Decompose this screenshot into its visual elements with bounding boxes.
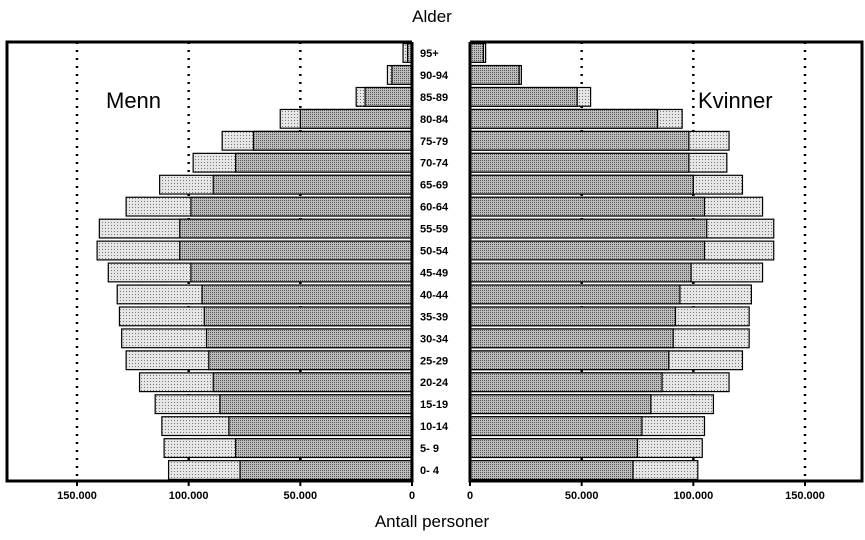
bar-kvinner-inner-1 bbox=[469, 438, 639, 459]
bar-kvinner-inner-9 bbox=[469, 262, 692, 283]
bar-menn-inner-11 bbox=[179, 218, 413, 239]
bar-menn-inner-16 bbox=[299, 108, 413, 129]
age-label-19: 95+ bbox=[420, 48, 439, 60]
tick-label-left-150000: 150.000 bbox=[57, 490, 97, 502]
bar-kvinner-inner-14 bbox=[469, 152, 690, 173]
left-series-label: Menn bbox=[106, 88, 161, 113]
age-labels: 0- 4 5- 9 10-14 15-19 20-24 25-29 30-34 35-39 40… bbox=[420, 48, 449, 477]
bar-menn-inner-8 bbox=[201, 284, 413, 305]
tick-label-right-50000: 50.000 bbox=[565, 490, 599, 502]
bar-kvinner-inner-11 bbox=[469, 218, 708, 239]
bar-kvinner-inner-13 bbox=[469, 174, 694, 195]
bar-kvinner-inner-16 bbox=[469, 108, 659, 129]
bar-kvinner-inner-0 bbox=[469, 460, 634, 480]
tick-label-left-50000: 50.000 bbox=[284, 490, 318, 502]
bar-menn-inner-12 bbox=[190, 196, 413, 217]
bar-menn-inner-15 bbox=[252, 130, 413, 151]
age-label-17: 85-89 bbox=[420, 92, 448, 104]
x-axis-label: Antall personer bbox=[375, 512, 490, 531]
tick-labels: 0 0 50.000 50.000 100.000 100.000 150.000 150.0… bbox=[57, 481, 825, 502]
bars bbox=[96, 42, 775, 480]
bar-menn-inner-4 bbox=[212, 372, 413, 393]
bar-menn-inner-3 bbox=[219, 394, 413, 415]
bar-menn-inner-0 bbox=[239, 460, 413, 480]
bar-menn-inner-2 bbox=[228, 416, 413, 437]
bar-kvinner-inner-8 bbox=[469, 284, 681, 305]
tick-label-left-100000: 100.000 bbox=[169, 490, 209, 502]
age-label-1: 5- 9 bbox=[420, 443, 439, 455]
age-label-5: 25-29 bbox=[420, 355, 448, 367]
age-label-7: 35-39 bbox=[420, 311, 448, 323]
bar-kvinner-inner-19 bbox=[469, 42, 484, 63]
age-label-14: 70-74 bbox=[420, 158, 449, 170]
bar-kvinner-inner-3 bbox=[469, 394, 652, 415]
gridlines bbox=[75, 42, 807, 481]
bar-menn-inner-10 bbox=[179, 240, 413, 261]
age-label-10: 50-54 bbox=[420, 246, 449, 258]
bar-kvinner-inner-18 bbox=[469, 64, 520, 85]
right-panel-frame bbox=[468, 40, 864, 483]
tick-label-right-0: 0 bbox=[467, 490, 473, 502]
tick-label-right-150000: 150.000 bbox=[785, 490, 825, 502]
bar-menn-inner-9 bbox=[190, 262, 413, 283]
bar-kvinner-inner-15 bbox=[469, 130, 690, 151]
age-label-6: 30-34 bbox=[420, 333, 449, 345]
bar-kvinner-inner-12 bbox=[469, 196, 706, 217]
age-label-9: 45-49 bbox=[420, 267, 448, 279]
age-label-3: 15-19 bbox=[420, 399, 448, 411]
age-label-4: 20-24 bbox=[420, 377, 449, 389]
age-label-12: 60-64 bbox=[420, 202, 449, 214]
bar-kvinner-inner-2 bbox=[469, 416, 643, 437]
age-label-8: 40-44 bbox=[420, 289, 449, 301]
bar-kvinner-inner-5 bbox=[469, 350, 670, 371]
bar-menn-inner-14 bbox=[234, 152, 413, 173]
bar-kvinner-inner-4 bbox=[469, 372, 663, 393]
age-label-15: 75-79 bbox=[420, 136, 448, 148]
age-label-2: 10-14 bbox=[420, 421, 449, 433]
age-label-18: 90-94 bbox=[420, 70, 449, 82]
bar-menn-inner-6 bbox=[205, 328, 413, 349]
chart-title: Alder bbox=[412, 7, 452, 26]
plot-frames bbox=[5, 40, 864, 483]
bar-kvinner-inner-7 bbox=[469, 306, 677, 327]
tick-label-left-0: 0 bbox=[409, 490, 415, 502]
left-panel-frame bbox=[5, 40, 414, 483]
bar-kvinner-inner-6 bbox=[469, 328, 674, 349]
age-label-13: 65-69 bbox=[420, 180, 448, 192]
age-label-11: 55-59 bbox=[420, 224, 448, 236]
bar-menn-inner-5 bbox=[208, 350, 413, 371]
bar-kvinner-inner-10 bbox=[469, 240, 706, 261]
bar-kvinner-inner-17 bbox=[469, 86, 578, 107]
bar-menn-inner-18 bbox=[391, 64, 413, 85]
age-label-16: 80-84 bbox=[420, 114, 449, 126]
bar-menn-inner-7 bbox=[203, 306, 413, 327]
bar-menn-inner-17 bbox=[364, 86, 413, 107]
bar-menn-inner-13 bbox=[212, 174, 413, 195]
tick-label-right-100000: 100.000 bbox=[673, 490, 713, 502]
age-label-0: 0- 4 bbox=[420, 465, 440, 477]
right-series-label: Kvinner bbox=[698, 88, 773, 113]
bar-menn-inner-1 bbox=[234, 438, 413, 459]
